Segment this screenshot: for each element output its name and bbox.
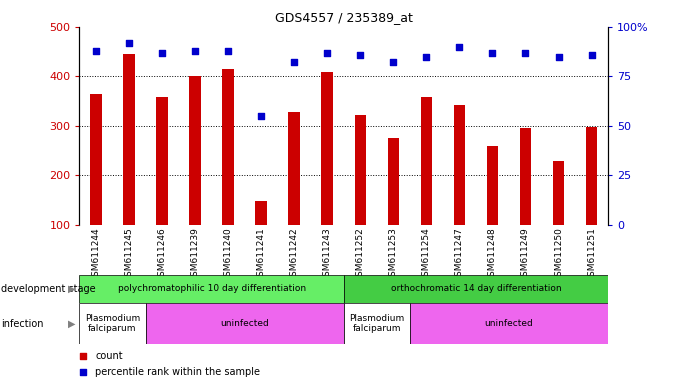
Bar xyxy=(79,275,344,303)
Bar xyxy=(586,127,597,225)
Text: GSM611250: GSM611250 xyxy=(554,227,563,282)
Bar xyxy=(288,112,300,225)
Bar xyxy=(156,97,168,225)
Text: ▶: ▶ xyxy=(68,284,75,294)
Bar xyxy=(520,128,531,225)
Point xyxy=(77,353,88,359)
Text: percentile rank within the sample: percentile rank within the sample xyxy=(95,367,261,377)
Point xyxy=(520,50,531,56)
Text: uninfected: uninfected xyxy=(484,319,533,328)
Text: GSM611249: GSM611249 xyxy=(521,227,530,282)
Text: ▶: ▶ xyxy=(68,318,75,329)
Text: GSM611244: GSM611244 xyxy=(91,227,100,282)
Text: GSM611239: GSM611239 xyxy=(191,227,200,282)
Point xyxy=(256,113,267,119)
Text: GSM611253: GSM611253 xyxy=(389,227,398,282)
Text: GSM611240: GSM611240 xyxy=(224,227,233,282)
Text: orthochromatic 14 day differentiation: orthochromatic 14 day differentiation xyxy=(390,285,561,293)
Point xyxy=(421,53,432,60)
Point xyxy=(91,48,102,54)
Point xyxy=(157,50,168,56)
Bar xyxy=(553,161,565,225)
Bar xyxy=(91,94,102,225)
Text: Plasmodium
falciparum: Plasmodium falciparum xyxy=(85,314,140,333)
Point xyxy=(388,60,399,66)
Text: infection: infection xyxy=(1,318,44,329)
Point xyxy=(487,50,498,56)
Bar xyxy=(146,303,344,344)
Text: count: count xyxy=(95,351,123,361)
Text: GSM611254: GSM611254 xyxy=(422,227,431,282)
Text: GSM611245: GSM611245 xyxy=(124,227,133,282)
Bar xyxy=(79,303,146,344)
Text: GSM611246: GSM611246 xyxy=(158,227,167,282)
Text: GSM611247: GSM611247 xyxy=(455,227,464,282)
Bar xyxy=(421,97,432,225)
Bar xyxy=(223,69,234,225)
Text: GSM611243: GSM611243 xyxy=(323,227,332,282)
Text: GSM611241: GSM611241 xyxy=(256,227,265,282)
Title: GDS4557 / 235389_at: GDS4557 / 235389_at xyxy=(275,11,413,24)
Point xyxy=(454,44,465,50)
Point xyxy=(124,40,135,46)
Bar xyxy=(344,303,410,344)
Bar xyxy=(410,303,608,344)
Bar xyxy=(344,275,608,303)
Bar xyxy=(256,201,267,225)
Text: uninfected: uninfected xyxy=(220,319,269,328)
Point xyxy=(223,48,234,54)
Text: GSM611252: GSM611252 xyxy=(356,227,365,282)
Bar xyxy=(354,115,366,225)
Bar xyxy=(486,146,498,225)
Point xyxy=(289,60,300,66)
Text: development stage: development stage xyxy=(1,284,95,294)
Bar xyxy=(453,105,465,225)
Text: GSM611248: GSM611248 xyxy=(488,227,497,282)
Point xyxy=(586,51,597,58)
Text: GSM611242: GSM611242 xyxy=(290,227,299,282)
Text: Plasmodium
falciparum: Plasmodium falciparum xyxy=(349,314,404,333)
Text: GSM611251: GSM611251 xyxy=(587,227,596,282)
Point xyxy=(77,369,88,375)
Bar xyxy=(321,72,333,225)
Point xyxy=(354,51,366,58)
Point xyxy=(322,50,333,56)
Point xyxy=(553,53,564,60)
Text: polychromatophilic 10 day differentiation: polychromatophilic 10 day differentiatio… xyxy=(117,285,305,293)
Bar xyxy=(388,138,399,225)
Bar xyxy=(123,54,135,225)
Bar xyxy=(189,76,201,225)
Point xyxy=(189,48,200,54)
